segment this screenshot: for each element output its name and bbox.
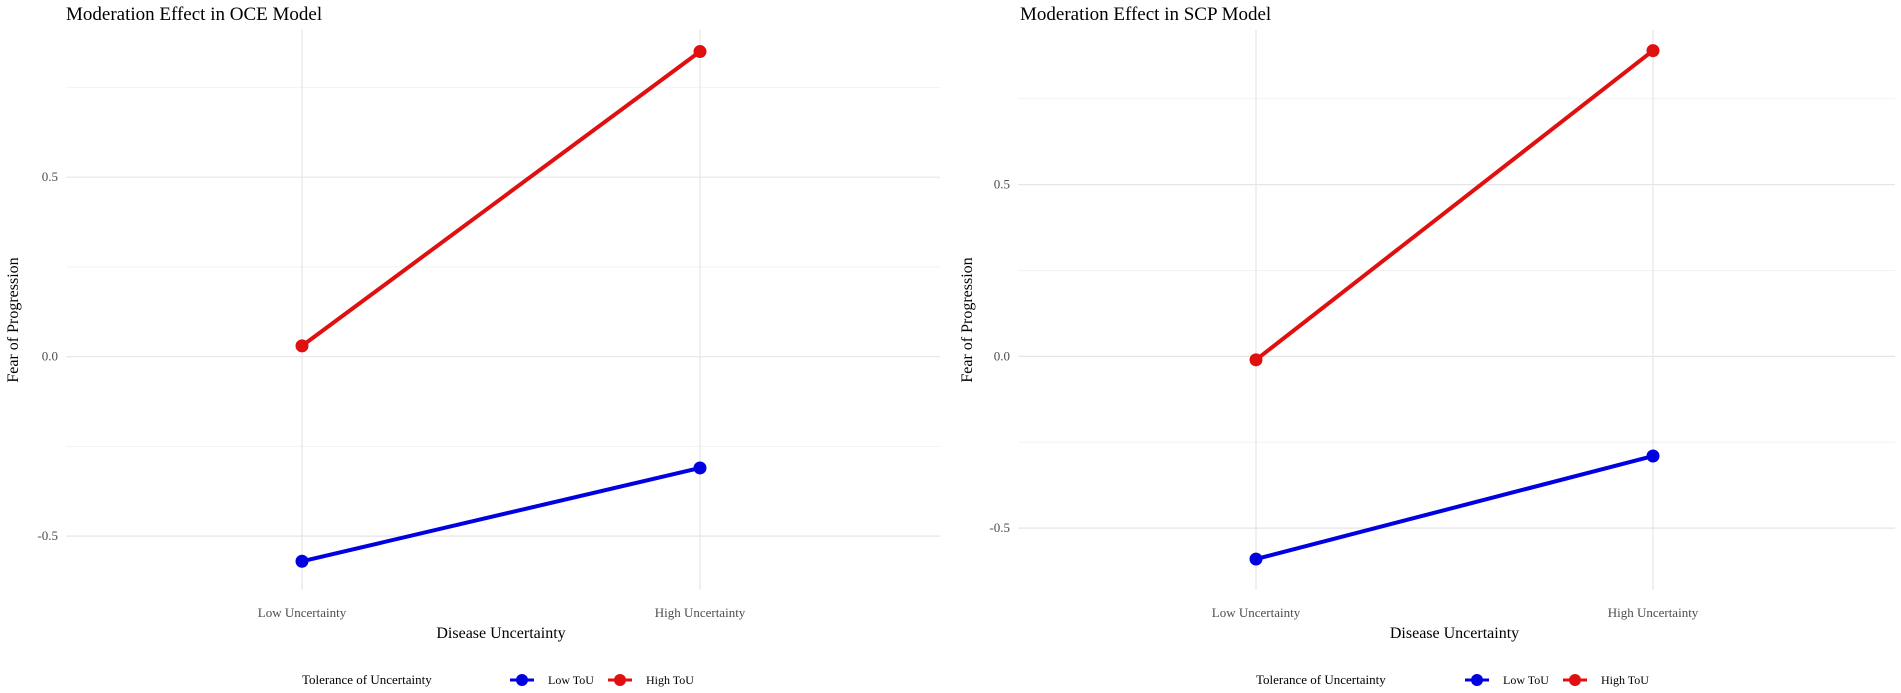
legend-label: High ToU (1601, 673, 1649, 687)
series-low-tou (1249, 449, 1660, 566)
legend-label: Low ToU (1503, 673, 1549, 687)
chart-panel-oce: Moderation Effect in OCE Model -0.5 0.0 0.5… (5, 4, 940, 687)
y-tick-label: 0.5 (994, 177, 1010, 192)
y-tick-label: 0.0 (994, 348, 1010, 363)
chart-title: Moderation Effect in SCP Model (1020, 4, 1271, 25)
legend-key-point (1471, 674, 1483, 686)
legend: Tolerance of Uncertainty Low ToU High ToU (302, 672, 694, 687)
series-line (300, 49, 702, 348)
legend-key-point (614, 674, 626, 686)
y-tick-label: 0.0 (42, 349, 58, 364)
series-high-tou (1249, 44, 1660, 367)
data-point (295, 339, 309, 353)
data-point (1646, 449, 1660, 463)
legend-title: Tolerance of Uncertainty (302, 672, 432, 687)
series-low-tou (295, 461, 707, 568)
y-tick-label: -0.5 (37, 528, 58, 543)
data-point (1646, 44, 1660, 58)
x-tick-label: High Uncertainty (1608, 605, 1699, 620)
legend-key-point (1569, 674, 1581, 686)
legend-title: Tolerance of Uncertainty (1256, 672, 1386, 687)
y-tick-label: 0.5 (42, 169, 58, 184)
x-tick-label: Low Uncertainty (258, 605, 347, 620)
x-axis-label: Disease Uncertainty (1390, 625, 1519, 642)
data-point (1249, 552, 1263, 566)
data-point (693, 461, 707, 475)
x-axis-label: Disease Uncertainty (436, 625, 565, 642)
series-line (1254, 48, 1655, 362)
grid (66, 30, 940, 590)
x-tick-label: Low Uncertainty (1212, 605, 1301, 620)
legend-label: High ToU (646, 673, 694, 687)
data-point (295, 554, 309, 568)
chart-panel-scp: Moderation Effect in SCP Model -0.5 0.0 0.5… (959, 4, 1895, 687)
series-line (1254, 454, 1655, 562)
legend: Tolerance of Uncertainty Low ToU High ToU (1256, 672, 1649, 687)
chart-title: Moderation Effect in OCE Model (66, 4, 322, 25)
grid (1018, 30, 1895, 590)
x-tick-label: High Uncertainty (655, 605, 746, 620)
series-high-tou (295, 45, 707, 353)
series-line (300, 465, 702, 564)
y-axis-label: Fear of Progression (5, 257, 22, 382)
data-point (693, 45, 707, 59)
data-point (1249, 353, 1263, 367)
legend-key-point (516, 674, 528, 686)
y-axis-label: Fear of Progression (959, 257, 976, 382)
y-tick-label: -0.5 (989, 520, 1010, 535)
legend-label: Low ToU (548, 673, 594, 687)
